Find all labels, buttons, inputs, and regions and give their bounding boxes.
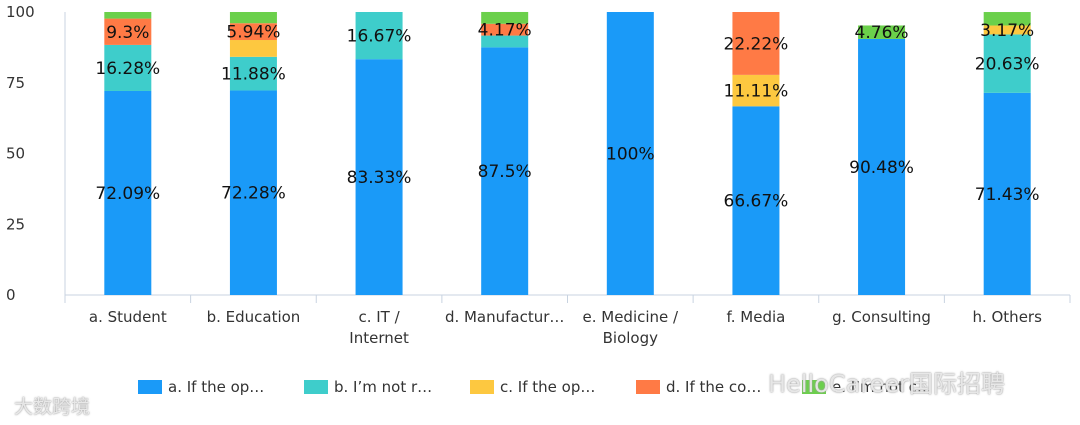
watermark-left: 大数跨境 bbox=[14, 392, 90, 419]
y-tick-label: 50 bbox=[6, 145, 25, 163]
data-label: 4.17% bbox=[478, 21, 532, 41]
data-label: 87.5% bbox=[478, 162, 532, 182]
legend-item[interactable]: c. If the op… bbox=[470, 372, 595, 402]
bar-segment bbox=[732, 12, 780, 75]
bar-segment bbox=[355, 59, 403, 295]
legend-swatch bbox=[304, 380, 328, 394]
data-label: 90.48% bbox=[849, 158, 914, 178]
data-label: 16.28% bbox=[95, 59, 160, 79]
bar-segment bbox=[104, 44, 152, 91]
chart-legend: a. If the op… b. I’m not r… c. If the op… d… bbox=[0, 372, 1080, 402]
legend-item[interactable]: b. I’m not r… bbox=[304, 372, 432, 402]
bar-segment bbox=[229, 12, 277, 24]
bar-segment bbox=[983, 12, 1031, 26]
x-category-label: c. IT / bbox=[358, 308, 400, 326]
bar-segment bbox=[983, 92, 1031, 295]
bar-segment bbox=[481, 35, 529, 48]
bar-segment bbox=[229, 40, 277, 57]
x-category-label: g. Consulting bbox=[832, 308, 931, 326]
bar-segment bbox=[355, 12, 403, 60]
bar-segment bbox=[229, 56, 277, 91]
legend-label: e. I’m not c… bbox=[832, 378, 932, 396]
bar-segment bbox=[983, 25, 1031, 35]
x-category-label: h. Others bbox=[972, 308, 1042, 326]
data-label: 20.63% bbox=[975, 55, 1040, 75]
bar-segment bbox=[606, 12, 654, 295]
y-tick-label: 75 bbox=[6, 74, 25, 92]
bar-segment bbox=[229, 23, 277, 41]
legend-swatch bbox=[636, 380, 660, 394]
legend-label: c. If the op… bbox=[500, 378, 596, 396]
data-label: 3.17% bbox=[980, 21, 1034, 41]
watermark-left-text: 大数跨境 bbox=[14, 396, 91, 418]
data-label: 100% bbox=[606, 145, 655, 165]
y-tick-label: 0 bbox=[6, 286, 16, 304]
data-label: 83.33% bbox=[347, 168, 412, 188]
bar-segment bbox=[481, 23, 529, 36]
x-category-label: b. Education bbox=[207, 308, 301, 326]
legend-item[interactable]: e. I’m not c… bbox=[802, 372, 932, 402]
x-category-label: f. Media bbox=[727, 308, 786, 326]
data-label: 72.28% bbox=[221, 184, 286, 204]
data-label: 71.43% bbox=[975, 185, 1040, 205]
legend-item[interactable]: d. If the co… bbox=[636, 372, 761, 402]
x-category-label: d. Manufactur… bbox=[445, 308, 564, 326]
legend-swatch bbox=[470, 380, 494, 394]
bar-segment bbox=[104, 18, 152, 45]
bar-segment bbox=[104, 90, 152, 296]
data-label: 5.94% bbox=[226, 23, 280, 43]
legend-label: d. If the co… bbox=[666, 378, 762, 396]
data-label: 11.11% bbox=[724, 82, 789, 102]
bar-segment bbox=[858, 25, 906, 39]
stacked-bar-chart: 0 25 50 75 100 a. Student 72.09% 16.28% 9.3% b. E… bbox=[6, 3, 1071, 347]
legend-label: b. I’m not r… bbox=[334, 378, 433, 396]
bar-segment bbox=[858, 38, 906, 296]
data-label: 11.88% bbox=[221, 65, 286, 85]
legend-item[interactable]: a. If the op… bbox=[138, 372, 264, 402]
bar-segment bbox=[229, 90, 277, 295]
y-tick-label: 100 bbox=[6, 3, 35, 21]
data-label: 9.3% bbox=[106, 23, 149, 43]
data-label: 72.09% bbox=[95, 184, 160, 204]
data-label: 66.67% bbox=[724, 192, 789, 212]
bar-segment bbox=[732, 74, 780, 107]
watermark-right-text: HelloCareer国际招聘 bbox=[768, 370, 1006, 398]
bar-segment bbox=[481, 47, 529, 295]
data-label: 22.22% bbox=[724, 34, 789, 54]
bar-segment bbox=[732, 106, 780, 295]
bar-segment bbox=[983, 34, 1031, 93]
watermark-right: HelloCareer国际招聘 bbox=[768, 364, 1005, 399]
x-category-label: e. Medicine / bbox=[583, 308, 680, 326]
legend-label: a. If the op… bbox=[168, 378, 265, 396]
data-label: 16.67% bbox=[347, 27, 412, 47]
legend-swatch bbox=[138, 380, 162, 394]
x-category-label: Biology bbox=[603, 329, 659, 347]
legend-swatch bbox=[802, 380, 826, 394]
x-category-label: Internet bbox=[349, 329, 409, 347]
data-label: 4.76% bbox=[855, 23, 909, 43]
y-tick-label: 25 bbox=[6, 215, 25, 233]
x-category-label: a. Student bbox=[89, 308, 167, 326]
bar-segment bbox=[104, 12, 152, 19]
bar-segment bbox=[481, 11, 529, 24]
